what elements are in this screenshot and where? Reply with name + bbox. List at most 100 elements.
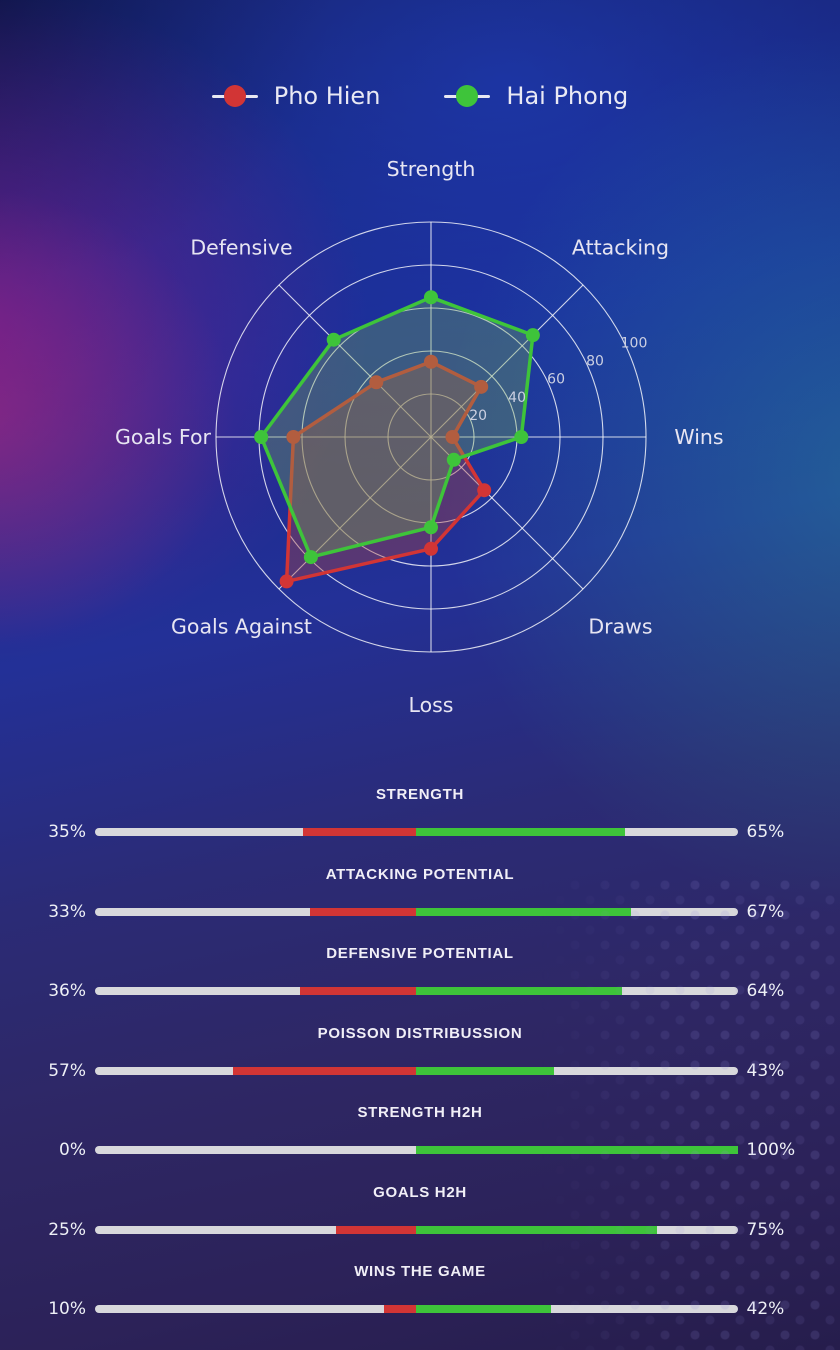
bar-title: DEFENSIVE POTENTIAL [326, 945, 514, 962]
radar-category-labels: Strength Attacking Wins Draws Loss Goals Agai… [115, 157, 724, 717]
left-percent-label: 33% [48, 901, 86, 922]
radar-series-hai-phong[interactable] [254, 290, 540, 565]
bar-track [94, 1225, 738, 1234]
radar-point[interactable] [369, 375, 384, 390]
radar-category-label: Goals Against [171, 615, 312, 639]
away-fill [416, 907, 632, 916]
left-percent-label: 0% [59, 1140, 86, 1160]
radar-point[interactable] [474, 379, 489, 394]
radar-point[interactable] [279, 574, 294, 589]
away-fill [416, 1146, 738, 1154]
bar-track [94, 987, 738, 995]
legend-item-hai-phong[interactable]: Hai Phong [444, 82, 628, 110]
bar-title: ATTACKING POTENTIAL [325, 865, 515, 883]
radar-category-label: Strength [387, 157, 476, 181]
bar-line: 0% 100% [0, 1140, 840, 1160]
legend-item-pho-hien[interactable]: Pho Hien [211, 82, 381, 110]
bar-title: POISSON DISTRIBUSSION [317, 1024, 523, 1042]
right-percent-label: 100% [746, 1140, 796, 1160]
radar-point[interactable] [424, 541, 438, 556]
home-fill [303, 828, 416, 836]
left-percent-label: 10% [48, 1299, 86, 1319]
right-percent-label: 42% [746, 1299, 785, 1319]
radar-category-label: Defensive [190, 235, 292, 259]
bar-title: STRENGTH H2H [357, 1104, 483, 1121]
bar-line: 35% 65% [0, 822, 840, 842]
right-percent-label: 43% [746, 1060, 785, 1081]
bar-line: 25% 75% [0, 1220, 840, 1240]
radar-tick-label: 60 [547, 372, 565, 388]
comparison-row-goals-h2h: GOALS H2H 25% 75% [0, 1183, 840, 1263]
away-fill [416, 1305, 552, 1313]
radar-polygon [259, 295, 535, 559]
radar-point[interactable] [514, 430, 529, 444]
bar-line: 57% 43% [0, 1061, 840, 1081]
comparison-bars: STRENGTH 35% 65% ATTACKING POTENTIAL 33% 67% D… [0, 785, 840, 1342]
right-percent-label: 75% [746, 1219, 785, 1240]
bar-line: 10% 42% [0, 1299, 840, 1319]
bar-title: WINS THE GAME [354, 1263, 486, 1280]
bar-track [94, 1305, 738, 1313]
bar-line: 33% 67% [0, 902, 840, 922]
radar-tick-label: 100 [621, 335, 648, 351]
radar-point[interactable] [446, 452, 461, 467]
away-fill [416, 1225, 658, 1234]
comparison-row-strength-h2h: STRENGTH H2H 0% 100% [0, 1103, 840, 1183]
radar-tick-label: 20 [469, 408, 487, 424]
radar-tick-labels: 20 40 60 80 100 [469, 335, 647, 424]
radar-point[interactable] [326, 332, 341, 347]
radar-point[interactable] [445, 430, 460, 444]
legend-marker-red [211, 84, 258, 108]
radar-category-label: Attacking [572, 235, 669, 259]
home-fill [300, 987, 416, 995]
bar-track [94, 1066, 738, 1075]
radar-point[interactable] [254, 430, 269, 444]
bar-line: 36% 64% [0, 981, 840, 1001]
away-fill [416, 828, 625, 836]
legend-marker-green [444, 84, 491, 108]
chart-legend: Pho Hien Hai Phong [0, 82, 840, 110]
home-fill [309, 907, 416, 916]
radar-tick-label: 40 [508, 390, 526, 406]
radar-point[interactable] [286, 430, 301, 444]
comparison-row-poisson-distribussion: POISSON DISTRIBUSSION 57% 43% [0, 1024, 840, 1104]
radar-point[interactable] [424, 354, 438, 369]
legend-label: Pho Hien [273, 82, 381, 110]
home-fill [335, 1225, 416, 1234]
radar-chart[interactable]: 20 40 60 80 100 Strength Attacking Wins Draws Los… [0, 0, 840, 770]
right-percent-label: 65% [746, 822, 785, 842]
radar-point[interactable] [477, 483, 492, 498]
right-percent-label: 67% [746, 901, 785, 922]
radar-category-label: Loss [409, 693, 454, 717]
home-fill [232, 1066, 416, 1075]
left-percent-label: 35% [48, 822, 86, 842]
away-fill [416, 1066, 555, 1075]
bar-title: GOALS H2H [373, 1183, 467, 1201]
comparison-row-defensive-potential: DEFENSIVE POTENTIAL 36% 64% [0, 944, 840, 1024]
radar-category-label: Wins [674, 425, 723, 449]
radar-category-label: Draws [588, 615, 652, 639]
comparison-row-wins-the-game: WINS THE GAME 10% 42% [0, 1262, 840, 1342]
radar-point[interactable] [424, 520, 438, 535]
away-fill [416, 987, 622, 995]
bar-title: STRENGTH [375, 786, 465, 803]
right-percent-label: 64% [746, 981, 785, 1001]
radar-point[interactable] [303, 550, 318, 565]
comparison-row-strength: STRENGTH 35% 65% [0, 785, 840, 865]
radar-point[interactable] [525, 328, 540, 343]
legend-dot-green [456, 85, 479, 107]
bar-track [94, 828, 738, 836]
legend-dot-red [223, 85, 246, 107]
home-fill [383, 1305, 416, 1313]
left-percent-label: 36% [48, 981, 86, 1001]
left-percent-label: 57% [48, 1060, 86, 1081]
bar-track [94, 907, 738, 916]
comparison-row-attacking-potential: ATTACKING POTENTIAL 33% 67% [0, 865, 840, 945]
radar-tick-label: 80 [586, 354, 604, 370]
radar-category-label: Goals For [115, 425, 211, 449]
legend-label: Hai Phong [506, 82, 629, 110]
radar-point[interactable] [424, 290, 438, 305]
left-percent-label: 25% [48, 1219, 86, 1240]
bar-track [94, 1146, 738, 1154]
